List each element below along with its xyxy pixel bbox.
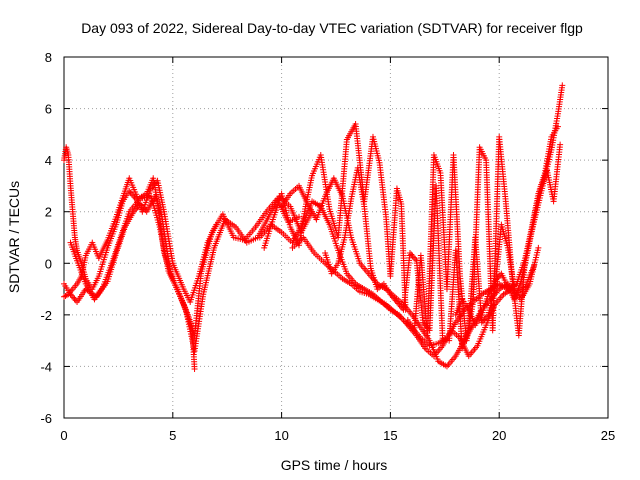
x-tick-label: 15 xyxy=(383,428,397,443)
y-tick-label: -2 xyxy=(40,308,52,323)
data-point xyxy=(531,262,538,269)
x-tick-label: 10 xyxy=(274,428,288,443)
y-tick-label: -4 xyxy=(40,359,52,374)
y-tick-label: 6 xyxy=(45,102,52,117)
chart-title: Day 093 of 2022, Sidereal Day-to-day VTE… xyxy=(81,20,583,36)
series-track-11 xyxy=(452,141,564,329)
data-points xyxy=(61,82,566,373)
x-axis-label: GPS time / hours xyxy=(281,457,388,473)
x-tick-label: 25 xyxy=(601,428,615,443)
x-tick-label: 20 xyxy=(492,428,506,443)
series-track-2 xyxy=(61,144,220,305)
data-point xyxy=(191,366,198,373)
y-tick-label: 2 xyxy=(45,205,52,220)
data-point xyxy=(559,82,566,89)
data-point xyxy=(554,123,561,130)
y-tick-label: 0 xyxy=(45,256,52,271)
y-axis-label: SDTVAR / TECUs xyxy=(6,181,22,293)
y-tick-label: 4 xyxy=(45,153,52,168)
plot-frame xyxy=(63,56,609,419)
y-tick-label: 8 xyxy=(45,50,52,65)
data-point xyxy=(557,141,564,148)
y-tick-label: -6 xyxy=(40,411,52,426)
x-axis: 0 5 10 15 20 25 xyxy=(60,57,615,443)
x-tick-label: 5 xyxy=(169,428,176,443)
data-point xyxy=(535,244,542,251)
x-tick-label: 0 xyxy=(60,428,67,443)
